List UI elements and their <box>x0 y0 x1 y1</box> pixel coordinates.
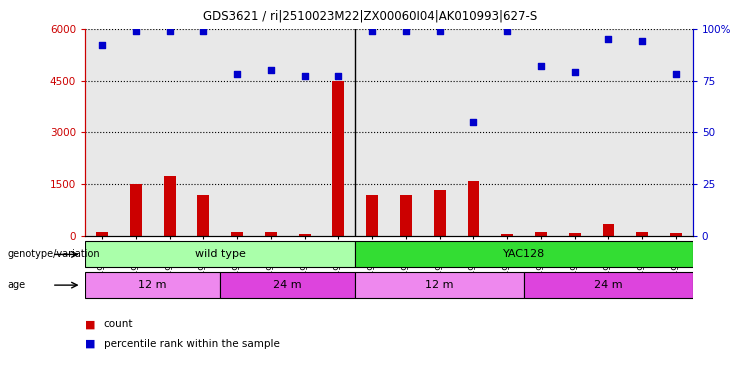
Text: percentile rank within the sample: percentile rank within the sample <box>104 339 279 349</box>
Bar <box>299 234 310 236</box>
Point <box>501 28 513 34</box>
Point <box>366 28 378 34</box>
Bar <box>355 272 524 298</box>
Bar <box>625 29 659 236</box>
Bar <box>602 224 614 236</box>
Bar <box>288 29 322 236</box>
Point <box>299 73 310 79</box>
Point <box>602 36 614 42</box>
Point <box>231 71 243 78</box>
Text: ■: ■ <box>85 339 96 349</box>
Point <box>433 28 445 34</box>
Point <box>164 28 176 34</box>
Point <box>130 28 142 34</box>
Bar <box>535 232 547 236</box>
Text: YAC128: YAC128 <box>503 249 545 260</box>
Bar <box>119 29 153 236</box>
Text: ■: ■ <box>85 319 96 329</box>
Bar <box>187 29 220 236</box>
Bar <box>456 29 491 236</box>
Bar <box>333 81 345 236</box>
Bar <box>220 29 254 236</box>
Point <box>96 42 108 48</box>
Text: age: age <box>7 280 25 290</box>
Point <box>670 71 682 78</box>
Bar <box>569 233 581 236</box>
Point <box>637 38 648 44</box>
Bar <box>591 29 625 236</box>
Bar <box>96 232 108 236</box>
Bar <box>355 29 389 236</box>
Bar <box>433 190 445 236</box>
Text: GDS3621 / ri|2510023M22|ZX00060I04|AK010993|627-S: GDS3621 / ri|2510023M22|ZX00060I04|AK010… <box>203 10 538 23</box>
Bar <box>366 195 378 236</box>
Text: count: count <box>104 319 133 329</box>
Bar <box>400 195 412 236</box>
Bar <box>355 242 693 267</box>
Bar <box>491 29 524 236</box>
Bar <box>197 195 209 236</box>
Bar <box>265 232 277 236</box>
Bar <box>468 181 479 236</box>
Bar <box>220 272 355 298</box>
Point <box>468 119 479 125</box>
Bar <box>254 29 288 236</box>
Text: 12 m: 12 m <box>139 280 167 290</box>
Bar <box>153 29 187 236</box>
Text: 24 m: 24 m <box>273 280 302 290</box>
Bar <box>130 184 142 236</box>
Bar <box>85 242 355 267</box>
Bar <box>524 29 558 236</box>
Text: 24 m: 24 m <box>594 280 622 290</box>
Point <box>265 67 277 73</box>
Bar <box>85 29 119 236</box>
Bar <box>558 29 591 236</box>
Bar <box>85 272 220 298</box>
Point <box>400 28 412 34</box>
Point <box>535 63 547 69</box>
Bar <box>164 176 176 236</box>
Bar <box>501 234 513 236</box>
Bar <box>659 29 693 236</box>
Point <box>333 73 345 79</box>
Bar <box>231 232 243 236</box>
Bar <box>322 29 355 236</box>
Bar <box>637 232 648 236</box>
Text: wild type: wild type <box>195 249 246 260</box>
Bar <box>423 29 456 236</box>
Bar <box>524 272 693 298</box>
Text: genotype/variation: genotype/variation <box>7 249 100 260</box>
Bar <box>389 29 423 236</box>
Point <box>569 69 581 75</box>
Text: 12 m: 12 m <box>425 280 454 290</box>
Point <box>197 28 209 34</box>
Bar <box>670 233 682 236</box>
